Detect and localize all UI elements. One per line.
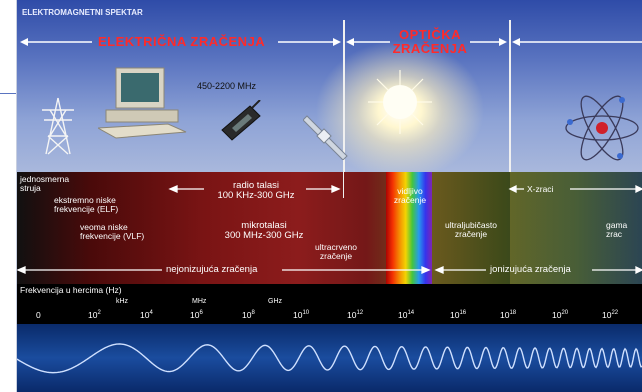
spectrum-band — [16, 172, 642, 284]
label-ionizing: jonizujuća zračenja — [490, 264, 571, 275]
label-radio-waves: radio talasi 100 KHz-300 GHz — [217, 180, 295, 201]
divider-optical-ionizing — [509, 20, 511, 192]
left-margin-line — [16, 0, 17, 392]
tick-0: 0 — [36, 310, 41, 320]
section-arrows — [20, 38, 642, 46]
mobile-frequency-label: 450-2200 MHz — [197, 81, 257, 91]
tick-10-14: 1014 — [398, 310, 415, 320]
tick-10-10: 1010 — [293, 310, 310, 320]
visible-light-rainbow — [386, 172, 432, 284]
sun-icon — [368, 70, 432, 134]
computer-icon — [98, 67, 187, 139]
tick-10-16: 1016 — [450, 310, 467, 320]
xray-glow — [510, 172, 642, 284]
frequency-axis-title: Frekvencija u hercima (Hz) — [20, 285, 122, 295]
label-microwaves: mikrotalasi 300 MHz-300 GHz — [224, 220, 304, 241]
unit-mhz: MHz — [192, 298, 207, 305]
label-dc-current: jednosmerna struja — [20, 174, 70, 193]
divider-electric-optical — [343, 20, 345, 192]
tick-10-8: 108 — [242, 310, 255, 320]
label-xrays: X-zraci — [527, 184, 554, 194]
tick-10-2: 102 — [88, 310, 101, 320]
wave-icon — [16, 343, 642, 374]
tick-10-18: 1018 — [500, 310, 517, 320]
divider-band-line — [343, 172, 344, 198]
satellite-icon — [303, 115, 348, 160]
left-edge-line — [0, 93, 16, 94]
unit-khz: kHz — [116, 298, 129, 305]
tick-10-22: 1022 — [602, 310, 619, 320]
label-gamma: gama zrac — [606, 220, 628, 239]
electric-radiation-label: ELEKTRIČNA ZRAČENJA — [98, 34, 266, 49]
figure-title: ELEKTROMAGNETNI SPEKTAR — [22, 8, 143, 17]
power-pylon-icon — [42, 97, 74, 155]
band-arrows — [16, 184, 642, 275]
mobile-phone-icon — [221, 100, 261, 141]
tick-10-20: 1020 — [552, 310, 569, 320]
tick-10-6: 106 — [190, 310, 203, 320]
optical-radiation-label: OPTIČKA ZRAČENJA — [392, 27, 468, 56]
tick-10-12: 1012 — [347, 310, 364, 320]
label-vlf: veoma niske frekvencije (VLF) — [80, 222, 145, 241]
label-infrared: ultracrveno zračenje — [314, 242, 358, 261]
atom-icon — [565, 95, 639, 161]
tick-10-4: 104 — [140, 310, 153, 320]
label-visible: vidljivo zračenje — [393, 186, 427, 205]
label-elf: ekstremno niske frekvencije (ELF) — [54, 195, 119, 214]
label-ultraviolet: ultraljubičasto zračenje — [445, 220, 497, 239]
frequency-scale — [16, 284, 642, 324]
label-non-ionizing: nejonizujuća zračenja — [166, 264, 258, 275]
unit-ghz: GHz — [268, 298, 282, 305]
waveform-panel — [16, 324, 642, 392]
